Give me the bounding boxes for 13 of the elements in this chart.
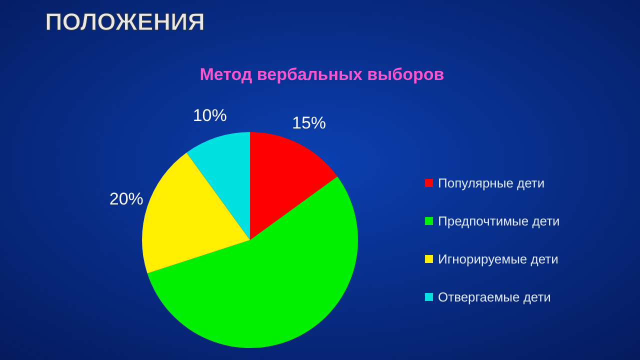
pie-slice	[147, 176, 358, 348]
pie-slice	[186, 132, 250, 240]
legend-label: Популярные дети	[438, 175, 545, 190]
data-label: 15%	[292, 114, 326, 133]
pie-slice	[250, 132, 338, 240]
legend-label: Игнорируемые дети	[438, 251, 558, 266]
chart-title: ПОЛОЖЕНИЯ	[45, 9, 206, 36]
legend-label: Предпочтимые дети	[438, 213, 560, 228]
data-label: 10%	[192, 106, 227, 125]
chart-subtitle: Метод вербальных выборов	[200, 65, 444, 84]
legend-label: Отвергаемые дети	[438, 289, 551, 304]
pie-slice	[142, 152, 250, 274]
data-label: 20%	[109, 189, 144, 208]
